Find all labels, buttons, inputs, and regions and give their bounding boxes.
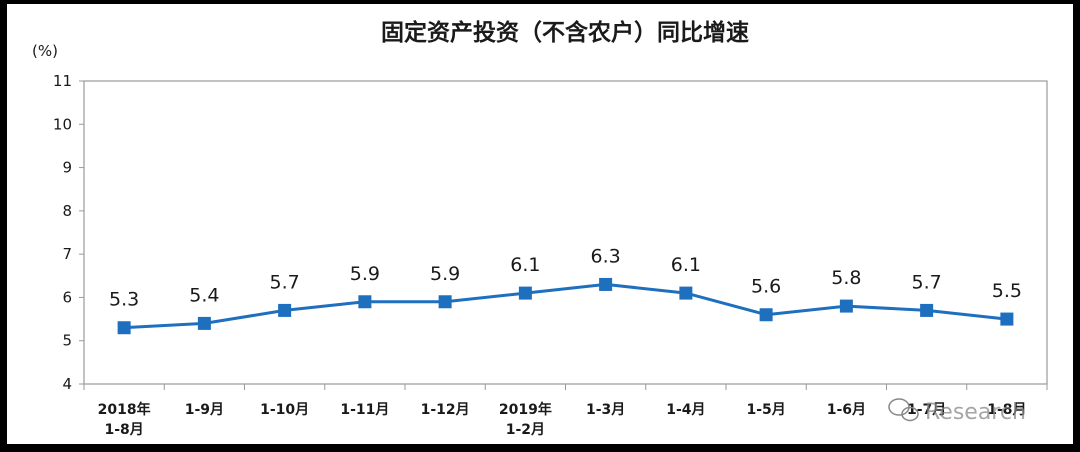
data-point <box>117 321 131 335</box>
y-tick-label: 6 <box>62 288 72 306</box>
watermark-text: Research <box>925 400 1026 425</box>
y-tick-label: 7 <box>62 245 72 263</box>
data-label: 6.1 <box>671 254 701 276</box>
data-point <box>1000 312 1014 326</box>
x-tick-label: 1-10月 <box>260 402 309 418</box>
y-axis-ticks: 4 5 6 7 8 9 10 11 <box>53 72 84 393</box>
data-point <box>518 286 532 300</box>
x-tick-label: 1-12月 <box>421 402 470 418</box>
y-tick-label: 8 <box>62 202 72 220</box>
x-tick-label: 1-3月 <box>586 402 625 418</box>
data-label: 5.8 <box>831 267 861 289</box>
data-point <box>358 295 372 309</box>
y-tick-label: 10 <box>53 115 72 133</box>
x-tick-label: 1-7月 <box>907 402 946 418</box>
x-tick-label: 1-4月 <box>666 402 705 418</box>
data-point <box>679 286 693 300</box>
series-path <box>124 282 1008 330</box>
chart-frame: 固定资产投资（不含农户）同比增速 (%) 4 5 6 7 8 9 10 11 2018年 1-8… <box>7 4 1073 444</box>
data-point <box>278 303 292 317</box>
chart-title: 固定资产投资（不含农户）同比增速 <box>381 19 749 46</box>
data-point <box>197 316 211 330</box>
x-tick-label: 1-8月 <box>104 422 143 438</box>
plot-area-border <box>83 80 1048 385</box>
y-tick-label: 4 <box>62 375 72 393</box>
line-chart: 固定资产投资（不含农户）同比增速 (%) 4 5 6 7 8 9 10 11 2018年 1-8… <box>32 19 1048 438</box>
data-label: 6.3 <box>591 245 621 267</box>
x-axis-ticks: 2018年 1-8月 1-9月 1-10月 1-11月 1-12月 2019年 1-2月 1-3… <box>83 384 1048 438</box>
data-label: 5.7 <box>912 271 942 293</box>
data-label: 5.9 <box>430 263 460 285</box>
data-point <box>438 295 452 309</box>
x-tick-label: 1-5月 <box>746 402 785 418</box>
watermark: Research <box>888 398 1026 425</box>
data-labels: 5.3 5.4 5.7 5.9 5.9 6.1 6.3 6.1 5.6 5.8 5.7 5.5 <box>109 245 1022 310</box>
data-label: 5.9 <box>350 263 380 285</box>
wechat-icon <box>888 398 919 422</box>
data-label: 6.1 <box>510 254 540 276</box>
data-label: 5.3 <box>109 289 139 311</box>
series-line <box>117 277 1014 335</box>
y-tick-label: 9 <box>62 159 72 177</box>
data-label: 5.7 <box>270 271 300 293</box>
x-tick-label: 1-11月 <box>340 402 389 418</box>
data-point <box>759 308 773 322</box>
x-tick-label: 1-8月 <box>987 402 1026 418</box>
y-tick-label: 11 <box>53 72 72 90</box>
x-tick-label: 2018年 <box>98 401 151 418</box>
y-tick-label: 5 <box>62 332 72 350</box>
x-tick-label: 2019年 <box>499 401 552 418</box>
axes <box>83 80 1048 385</box>
data-label: 5.6 <box>751 276 781 298</box>
x-tick-label: 1-6月 <box>827 402 866 418</box>
data-point <box>599 277 613 291</box>
data-label: 5.4 <box>189 284 219 306</box>
data-point <box>839 299 853 313</box>
x-tick-label: 1-2月 <box>506 422 545 438</box>
x-tick-label: 1-9月 <box>185 402 224 418</box>
data-label: 5.5 <box>992 280 1022 302</box>
y-axis-unit: (%) <box>32 42 58 60</box>
data-point <box>920 303 934 317</box>
